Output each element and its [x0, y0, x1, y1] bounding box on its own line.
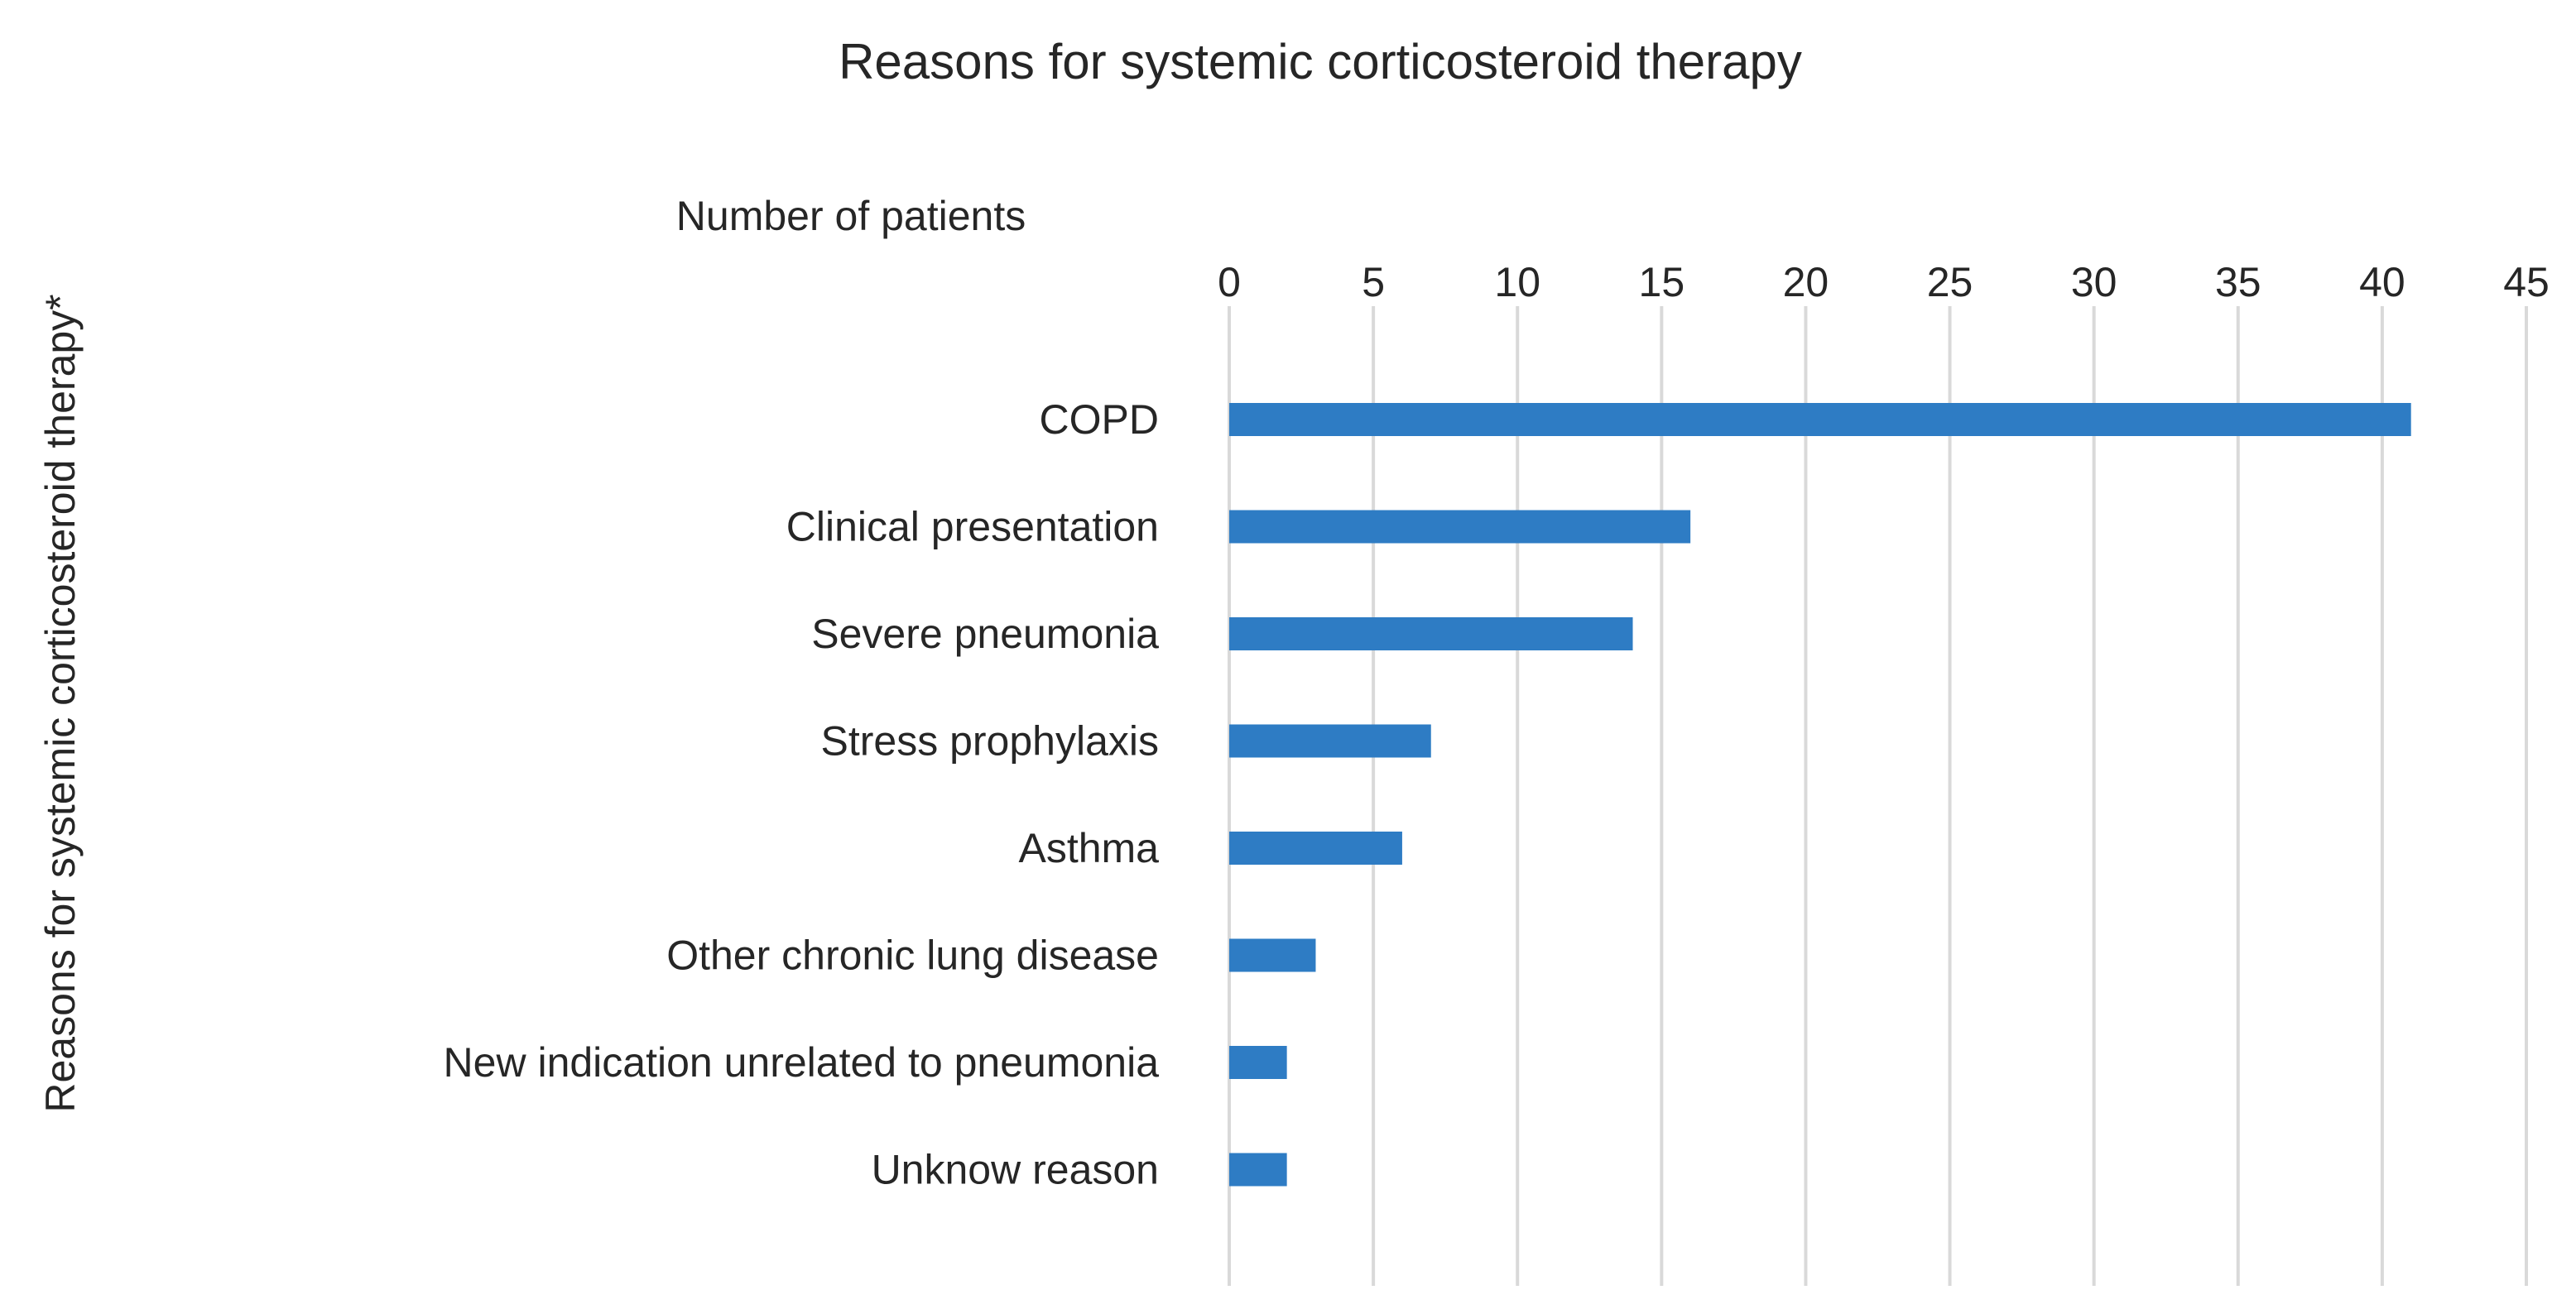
- bar: [1229, 938, 1316, 972]
- category-label: Stress prophylaxis: [821, 718, 1160, 765]
- x-tick-label: 10: [1494, 259, 1540, 305]
- x-tick-label: 25: [1927, 259, 1973, 305]
- bar: [1229, 510, 1691, 544]
- category-label: COPD: [1040, 396, 1159, 443]
- x-tick-label: 35: [2215, 259, 2261, 305]
- bar: [1229, 617, 1633, 650]
- category-label: Clinical presentation: [786, 504, 1159, 550]
- category-label: Severe pneumonia: [811, 611, 1159, 657]
- bar: [1229, 832, 1402, 865]
- x-tick-label: 45: [2503, 259, 2550, 305]
- gridlines: [1228, 306, 2528, 1286]
- x-axis-title: Number of patients: [676, 193, 1026, 239]
- category-label: New indication unrelated to pneumonia: [444, 1039, 1160, 1086]
- x-tick-labels: 0 5 10 15 20 25 30 35 40 45: [1218, 259, 2550, 305]
- chart-title: Reasons for systemic corticosteroid ther…: [839, 34, 1802, 89]
- category-label: Asthma: [1018, 825, 1159, 871]
- x-tick-label: 30: [2071, 259, 2117, 305]
- x-tick-label: 5: [1362, 259, 1385, 305]
- x-tick-label: 20: [1783, 259, 1829, 305]
- x-tick-label: 40: [2359, 259, 2405, 305]
- y-axis-title: Reasons for systemic corticosteroid ther…: [37, 294, 84, 1112]
- x-tick-label: 0: [1218, 259, 1241, 305]
- bar: [1229, 724, 1431, 758]
- bars: [1229, 403, 2411, 1187]
- bar: [1229, 1153, 1287, 1187]
- category-label: Other chronic lung disease: [666, 933, 1159, 979]
- category-label: Unknow reason: [872, 1147, 1159, 1193]
- x-tick-label: 15: [1639, 259, 1685, 305]
- bar: [1229, 1046, 1287, 1079]
- category-labels: COPD Clinical presentation Severe pneumoni…: [444, 396, 1160, 1193]
- bar: [1229, 403, 2411, 436]
